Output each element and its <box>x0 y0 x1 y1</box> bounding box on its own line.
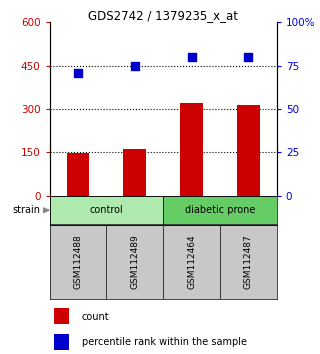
Bar <box>124 149 146 196</box>
Text: percentile rank within the sample: percentile rank within the sample <box>82 337 247 347</box>
Text: GSM112487: GSM112487 <box>244 235 253 289</box>
Text: control: control <box>90 205 123 215</box>
Bar <box>54 308 69 324</box>
Text: GSM112489: GSM112489 <box>130 235 139 289</box>
Point <box>246 54 251 60</box>
Point <box>76 70 81 75</box>
Text: GSM112488: GSM112488 <box>74 235 83 289</box>
Text: GSM112464: GSM112464 <box>187 235 196 289</box>
Text: count: count <box>82 312 109 322</box>
Bar <box>67 153 89 196</box>
Text: diabetic prone: diabetic prone <box>185 205 255 215</box>
Title: GDS2742 / 1379235_x_at: GDS2742 / 1379235_x_at <box>88 9 238 22</box>
Point <box>189 54 194 60</box>
Bar <box>54 334 69 350</box>
FancyBboxPatch shape <box>50 196 163 224</box>
Text: strain: strain <box>12 205 40 215</box>
FancyBboxPatch shape <box>163 196 277 224</box>
Point <box>132 63 137 69</box>
Bar <box>237 105 260 196</box>
Bar <box>180 103 203 196</box>
